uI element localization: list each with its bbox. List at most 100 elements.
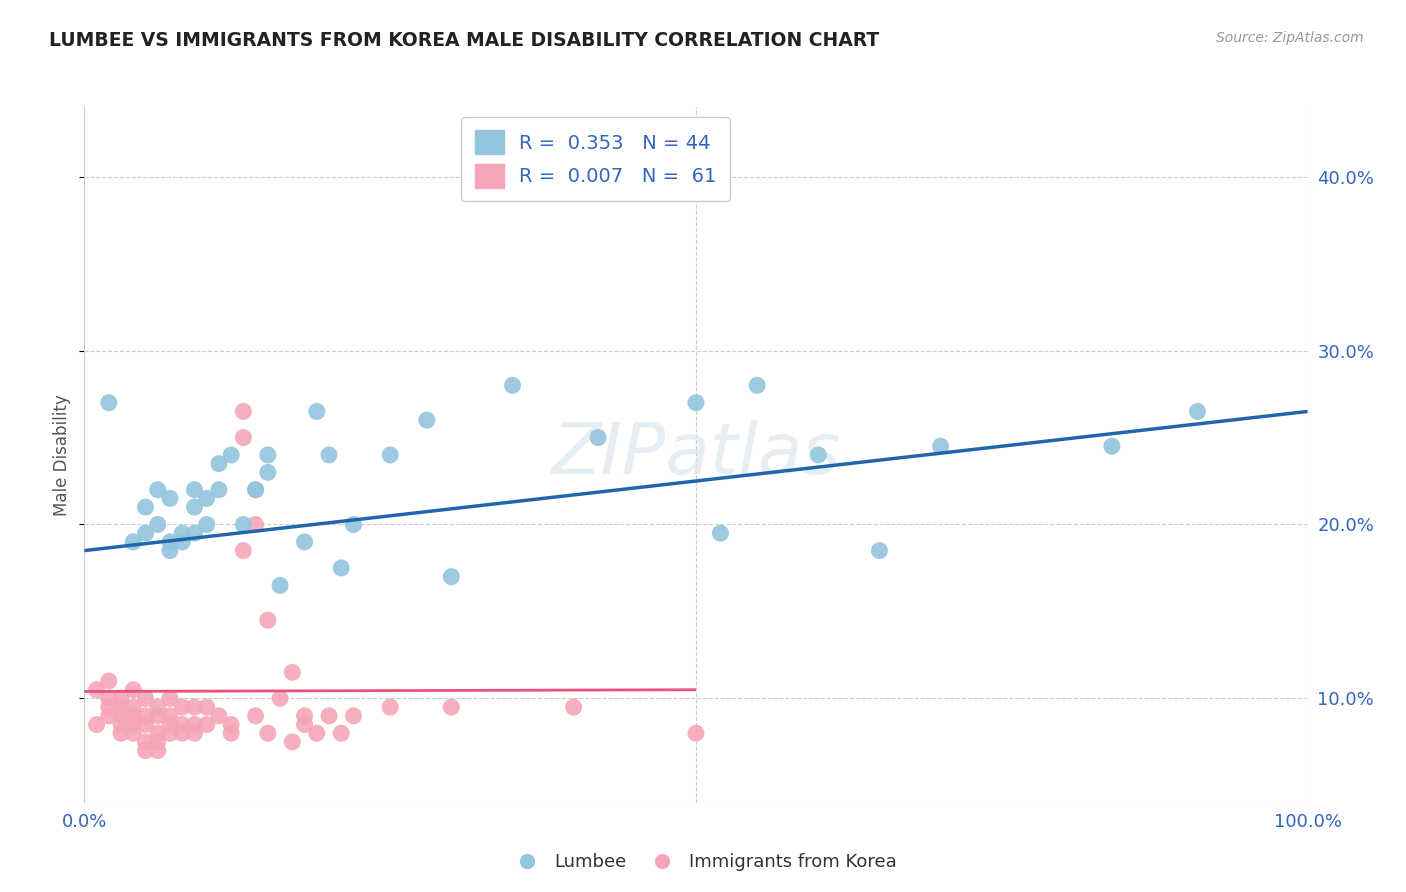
Point: [146, 708, 169, 723]
Point: [330, 561, 353, 575]
Text: LUMBEE VS IMMIGRANTS FROM KOREA MALE DISABILITY CORRELATION CHART: LUMBEE VS IMMIGRANTS FROM KOREA MALE DIS…: [49, 31, 880, 50]
Point: [232, 404, 254, 418]
Point: [562, 700, 585, 714]
Point: [440, 700, 463, 714]
Point: [122, 726, 145, 740]
Point: [685, 395, 707, 409]
Point: [86, 682, 108, 697]
Text: ZIPatlas: ZIPatlas: [551, 420, 841, 490]
Point: [195, 700, 218, 714]
Point: [110, 708, 132, 723]
Point: [1101, 439, 1123, 453]
Point: [208, 457, 231, 471]
Text: Source: ZipAtlas.com: Source: ZipAtlas.com: [1216, 31, 1364, 45]
Point: [159, 691, 181, 706]
Point: [135, 691, 157, 706]
Point: [219, 726, 242, 740]
Point: [146, 483, 169, 497]
Point: [281, 665, 304, 680]
Point: [146, 700, 169, 714]
Point: [208, 708, 231, 723]
Point: [110, 726, 132, 740]
Point: [807, 448, 830, 462]
Point: [146, 517, 169, 532]
Point: [257, 448, 280, 462]
Point: [208, 483, 231, 497]
Point: [159, 717, 181, 731]
Point: [318, 708, 340, 723]
Point: [135, 735, 157, 749]
Legend: R =  0.353   N = 44, R =  0.007   N =  61: R = 0.353 N = 44, R = 0.007 N = 61: [461, 117, 730, 202]
Point: [294, 534, 316, 549]
Point: [232, 517, 254, 532]
Point: [122, 534, 145, 549]
Point: [135, 526, 157, 541]
Point: [183, 500, 205, 514]
Point: [183, 726, 205, 740]
Point: [159, 708, 181, 723]
Point: [1187, 404, 1209, 418]
Point: [685, 726, 707, 740]
Point: [245, 483, 267, 497]
Point: [416, 413, 439, 427]
Point: [97, 708, 120, 723]
Point: [281, 735, 304, 749]
Point: [159, 726, 181, 740]
Point: [219, 448, 242, 462]
Point: [183, 483, 205, 497]
Point: [709, 526, 731, 541]
Legend: Lumbee, Immigrants from Korea: Lumbee, Immigrants from Korea: [502, 847, 904, 879]
Point: [172, 526, 194, 541]
Point: [159, 491, 181, 506]
Point: [86, 717, 108, 731]
Point: [135, 708, 157, 723]
Point: [269, 578, 291, 592]
Point: [342, 708, 364, 723]
Point: [195, 517, 218, 532]
Point: [440, 570, 463, 584]
Point: [135, 500, 157, 514]
Point: [257, 726, 280, 740]
Point: [110, 691, 132, 706]
Point: [110, 717, 132, 731]
Point: [294, 708, 316, 723]
Point: [122, 717, 145, 731]
Point: [245, 708, 267, 723]
Point: [122, 682, 145, 697]
Point: [245, 483, 267, 497]
Point: [146, 726, 169, 740]
Point: [257, 613, 280, 627]
Point: [257, 466, 280, 480]
Point: [110, 700, 132, 714]
Point: [245, 517, 267, 532]
Point: [305, 726, 328, 740]
Point: [294, 717, 316, 731]
Point: [624, 144, 647, 158]
Point: [97, 700, 120, 714]
Point: [172, 726, 194, 740]
Point: [380, 448, 402, 462]
Point: [747, 378, 769, 392]
Point: [232, 430, 254, 444]
Point: [869, 543, 891, 558]
Point: [97, 674, 120, 689]
Point: [502, 378, 524, 392]
Point: [172, 534, 194, 549]
Point: [159, 534, 181, 549]
Point: [146, 744, 169, 758]
Point: [146, 735, 169, 749]
Point: [219, 717, 242, 731]
Point: [586, 430, 609, 444]
Point: [318, 448, 340, 462]
Point: [232, 543, 254, 558]
Point: [183, 717, 205, 731]
Point: [135, 717, 157, 731]
Point: [122, 708, 145, 723]
Point: [380, 700, 402, 714]
Point: [135, 744, 157, 758]
Point: [929, 439, 952, 453]
Point: [342, 517, 364, 532]
Y-axis label: Male Disability: Male Disability: [53, 394, 72, 516]
Point: [183, 526, 205, 541]
Point: [330, 726, 353, 740]
